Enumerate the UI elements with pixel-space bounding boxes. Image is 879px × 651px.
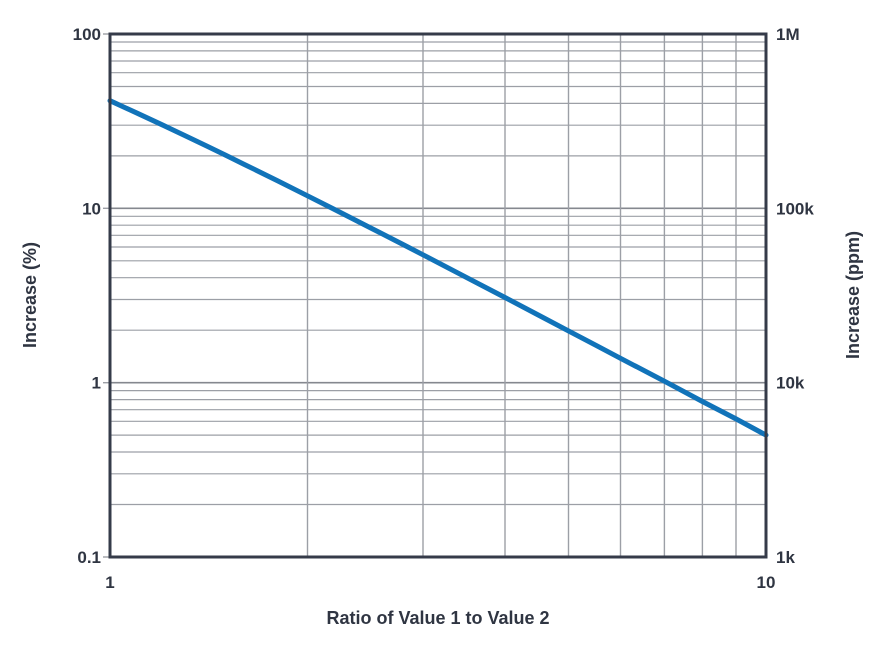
y-right-tick-label: 1k xyxy=(776,548,795,567)
plot-frame xyxy=(108,32,768,559)
grid-layer xyxy=(103,33,766,558)
x-axis-title: Ratio of Value 1 to Value 2 xyxy=(326,608,549,628)
y-left-tick-label: 1 xyxy=(92,374,101,393)
y-left-tick-label: 100 xyxy=(73,25,101,44)
y-left-tick-label: 10 xyxy=(82,199,101,218)
y-right-tick-label: 1M xyxy=(776,25,800,44)
y-left-tick-label: 0.1 xyxy=(77,548,101,567)
y-right-tick-label: 10k xyxy=(776,374,805,393)
series-line-rss-increase xyxy=(107,98,769,438)
x-tick-label: 10 xyxy=(757,573,776,592)
x-tick-label: 1 xyxy=(105,573,114,592)
plot-border xyxy=(108,32,768,559)
y-left-axis-title: Increase (%) xyxy=(20,242,40,348)
y-right-axis-title: Increase (ppm) xyxy=(843,231,863,359)
y-right-tick-label: 100k xyxy=(776,199,814,218)
series-layer xyxy=(107,98,769,438)
